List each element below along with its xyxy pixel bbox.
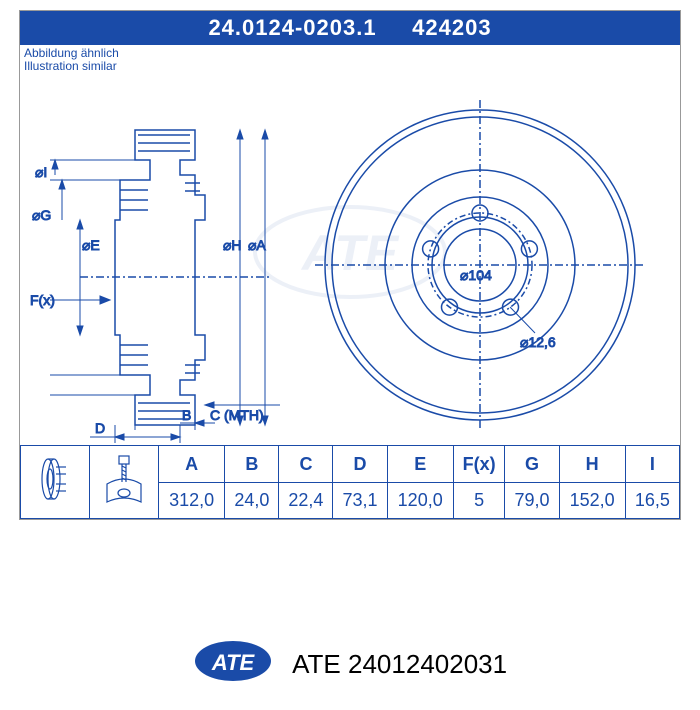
val-C: 22,4 bbox=[279, 482, 333, 519]
svg-text:⌀I: ⌀I bbox=[35, 164, 47, 180]
svg-text:D: D bbox=[95, 420, 105, 436]
col-B: B bbox=[225, 446, 279, 483]
val-E: 120,0 bbox=[387, 482, 453, 519]
svg-text:ATE: ATE bbox=[211, 650, 256, 675]
footer: ATE ATE 24012402031 bbox=[0, 639, 700, 690]
sim-note-en: Illustration similar bbox=[24, 60, 676, 73]
val-D: 73,1 bbox=[333, 482, 387, 519]
spec-table: A B C D E F(x) G H I 312,0 24,0 22,4 73,… bbox=[20, 445, 680, 519]
part-number-2: 424203 bbox=[412, 15, 491, 40]
val-G: 79,0 bbox=[505, 482, 559, 519]
col-I: I bbox=[625, 446, 679, 483]
svg-text:F(x): F(x) bbox=[30, 292, 55, 308]
val-A: 312,0 bbox=[159, 482, 225, 519]
footer-code: 24012402031 bbox=[348, 649, 507, 680]
col-A: A bbox=[159, 446, 225, 483]
svg-text:⌀A: ⌀A bbox=[248, 237, 266, 253]
technical-drawing-svg: ⌀I ⌀G ⌀E ⌀H ⌀A bbox=[20, 75, 680, 445]
disc-icon-cell bbox=[21, 446, 90, 519]
svg-text:⌀12,6: ⌀12,6 bbox=[520, 334, 556, 350]
footer-brand: ATE bbox=[292, 649, 341, 680]
col-C: C bbox=[279, 446, 333, 483]
svg-text:B: B bbox=[182, 407, 191, 423]
svg-text:⌀E: ⌀E bbox=[82, 237, 100, 253]
svg-text:⌀104: ⌀104 bbox=[460, 267, 492, 283]
col-H: H bbox=[559, 446, 625, 483]
col-F: F(x) bbox=[453, 446, 505, 483]
bolt-icon-cell bbox=[90, 446, 159, 519]
svg-text:⌀H: ⌀H bbox=[223, 237, 242, 253]
col-E: E bbox=[387, 446, 453, 483]
bolt-icon bbox=[97, 452, 152, 507]
part-number-header: 24.0124-0203.1 424203 bbox=[20, 11, 680, 45]
svg-text:C (MTH): C (MTH) bbox=[210, 407, 264, 423]
part-number-1: 24.0124-0203.1 bbox=[208, 15, 376, 40]
val-F: 5 bbox=[453, 482, 505, 519]
svg-text:⌀G: ⌀G bbox=[32, 207, 51, 223]
val-I: 16,5 bbox=[625, 482, 679, 519]
sim-note-de: Abbildung ähnlich bbox=[24, 47, 676, 60]
val-H: 152,0 bbox=[559, 482, 625, 519]
col-D: D bbox=[333, 446, 387, 483]
technical-drawing-card: 24.0124-0203.1 424203 Abbildung ähnlich … bbox=[19, 10, 681, 520]
similarity-note: Abbildung ähnlich Illustration similar bbox=[20, 45, 680, 75]
val-B: 24,0 bbox=[225, 482, 279, 519]
ate-logo: ATE bbox=[193, 639, 273, 690]
diagram-area: ATE bbox=[20, 75, 680, 445]
disc-side-icon bbox=[28, 452, 83, 507]
col-G: G bbox=[505, 446, 559, 483]
spec-header-row: A B C D E F(x) G H I bbox=[21, 446, 680, 483]
